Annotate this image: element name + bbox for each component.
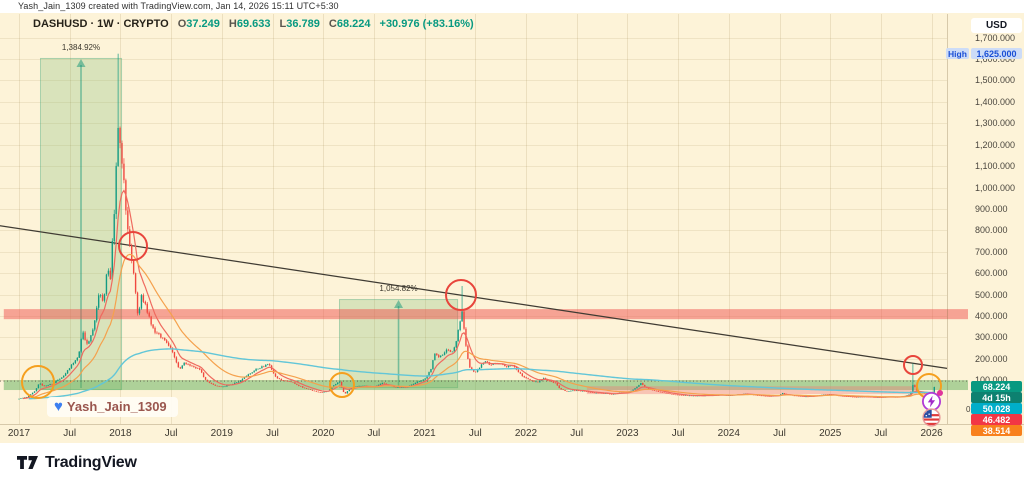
price-tick-300: 300.000	[975, 332, 1008, 343]
ma-mid-price-label: 38.514	[971, 425, 1022, 437]
price-tick-1000: 1,000.000	[975, 182, 1016, 193]
ohlc-h: H69.633	[228, 18, 271, 30]
footer-bar: TradingView	[0, 443, 1024, 483]
current-price-label[interactable]: 68.224	[971, 381, 1022, 393]
high-price-label: 1,625.000	[971, 48, 1022, 60]
bar-countdown-label: 4d 15h	[971, 392, 1022, 404]
notification-dot	[937, 390, 943, 396]
time-tick-2018-2018: 2018	[109, 428, 132, 439]
time-tick-2026-2026: 2026	[920, 428, 943, 439]
high-price-tag: High	[946, 48, 969, 60]
tradingview-logo-icon[interactable]	[17, 456, 39, 470]
time-tick-2019-2019: 2019	[210, 428, 233, 439]
red-marker-circle-2[interactable]	[903, 354, 924, 375]
ohlc-c: C68.224	[328, 18, 371, 30]
price-tick-800: 800.000	[975, 225, 1008, 236]
ma-fast-price-label: 46.482	[971, 414, 1022, 426]
symbol-header[interactable]: DASHUSD · 1W · CRYPTO O37.249 H69.633 L36.7…	[33, 18, 474, 30]
time-tick-Jul-2019.5: Jul	[266, 428, 279, 439]
time-tick-Jul-2017.5: Jul	[63, 428, 77, 439]
tradingview-logo-text[interactable]: TradingView	[45, 454, 137, 471]
ohlc-o: O37.249	[177, 18, 220, 30]
symbol-title[interactable]: DASHUSD · 1W · CRYPTO	[33, 18, 169, 30]
change-value: +30.976 (+83.16%)	[379, 18, 474, 30]
time-tick-2024-2024: 2024	[717, 428, 740, 439]
time-tick-2020-2020: 2020	[312, 428, 335, 439]
price-tick-1100: 1,100.000	[975, 161, 1016, 172]
price-tick-700: 700.000	[975, 246, 1008, 257]
range-percent-label-2017[interactable]: 1,384.92%	[61, 42, 101, 52]
price-axis-zero-tick: 0	[966, 405, 971, 414]
time-tick-Jul-2025.5: Jul	[874, 428, 888, 439]
price-tick-100: 100.000	[975, 375, 1008, 386]
ohlc-l: L36.789	[279, 18, 320, 30]
price-tick-200: 200.000	[975, 353, 1008, 364]
price-tick-1400: 1,400.000	[975, 96, 1016, 107]
range-percent-label-2021[interactable]: 1,054.82%	[379, 284, 418, 294]
price-tick-1200: 1,200.000	[975, 139, 1016, 150]
watermark-username: Yash_Jain_1309	[66, 399, 167, 414]
time-tick-Jul-2020.5: Jul	[367, 428, 381, 439]
price-tick-400: 400.000	[975, 310, 1008, 321]
time-tick-2017-2017: 2017	[7, 428, 31, 439]
price-chart-canvas[interactable]	[0, 14, 1024, 443]
price-tick-500: 500.000	[975, 289, 1008, 300]
price-tick-1300: 1,300.000	[975, 118, 1016, 129]
time-tick-2023-2023: 2023	[616, 428, 639, 439]
attribution-text: Yash_Jain_1309 created with TradingView.…	[18, 1, 339, 11]
attribution-bar: Yash_Jain_1309 created with TradingView.…	[0, 0, 1024, 13]
price-tick-900: 900.000	[975, 203, 1008, 214]
watermark: ♥ Yash_Jain_1309	[47, 397, 178, 417]
usa-flag-ball-icon[interactable]	[922, 408, 941, 427]
time-tick-Jul-2021.5: Jul	[468, 428, 482, 439]
price-tick-1500: 1,500.000	[975, 75, 1016, 86]
price-tick-1700: 1,700.000	[975, 32, 1016, 43]
time-tick-Jul-2024.5: Jul	[773, 428, 786, 439]
orange-marker-circle-3[interactable]	[21, 365, 56, 400]
time-tick-2022-2022: 2022	[514, 428, 538, 439]
time-tick-Jul-2022.5: Jul	[570, 428, 584, 439]
currency-button[interactable]: USD	[971, 18, 1022, 33]
orange-marker-circle-4[interactable]	[329, 371, 356, 398]
ma-slow-price-label: 50.028	[971, 403, 1022, 415]
ohlc-values: O37.249 H69.633 L36.789 C68.224	[169, 18, 371, 30]
red-marker-circle-1[interactable]	[445, 278, 478, 311]
blue-heart-icon: ♥	[54, 398, 63, 415]
time-tick-2025-2025: 2025	[819, 428, 842, 439]
price-tick-600: 600.000	[975, 268, 1008, 279]
time-tick-2021-2021: 2021	[413, 428, 436, 439]
time-tick-Jul-2018.5: Jul	[164, 428, 178, 439]
time-tick-Jul-2023.5: Jul	[671, 428, 685, 439]
red-marker-circle-0[interactable]	[117, 230, 148, 261]
price-tick-1600: 1,600.000	[975, 54, 1016, 65]
